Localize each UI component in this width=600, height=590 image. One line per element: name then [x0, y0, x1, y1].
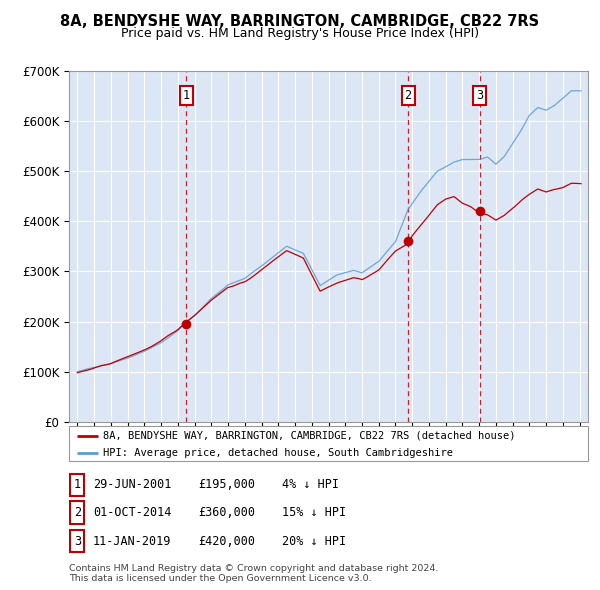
Text: 8A, BENDYSHE WAY, BARRINGTON, CAMBRIDGE, CB22 7RS (detached house): 8A, BENDYSHE WAY, BARRINGTON, CAMBRIDGE,…	[103, 431, 515, 441]
FancyBboxPatch shape	[70, 530, 85, 552]
Text: 11-JAN-2019: 11-JAN-2019	[93, 535, 172, 548]
Text: 1: 1	[74, 478, 81, 491]
Text: 3: 3	[74, 535, 81, 548]
Text: 29-JUN-2001: 29-JUN-2001	[93, 478, 172, 491]
Text: 20% ↓ HPI: 20% ↓ HPI	[282, 535, 346, 548]
Text: 2: 2	[74, 506, 81, 519]
Text: 2: 2	[404, 89, 412, 103]
Text: 8A, BENDYSHE WAY, BARRINGTON, CAMBRIDGE, CB22 7RS: 8A, BENDYSHE WAY, BARRINGTON, CAMBRIDGE,…	[61, 14, 539, 28]
Text: Price paid vs. HM Land Registry's House Price Index (HPI): Price paid vs. HM Land Registry's House …	[121, 27, 479, 40]
Text: 4% ↓ HPI: 4% ↓ HPI	[282, 478, 339, 491]
Text: £360,000: £360,000	[198, 506, 255, 519]
FancyBboxPatch shape	[70, 502, 85, 524]
Text: 01-OCT-2014: 01-OCT-2014	[93, 506, 172, 519]
FancyBboxPatch shape	[69, 426, 588, 461]
Text: 3: 3	[476, 89, 483, 103]
Text: HPI: Average price, detached house, South Cambridgeshire: HPI: Average price, detached house, Sout…	[103, 448, 453, 457]
FancyBboxPatch shape	[70, 474, 85, 496]
Text: £195,000: £195,000	[198, 478, 255, 491]
Text: 1: 1	[182, 89, 190, 103]
Text: 15% ↓ HPI: 15% ↓ HPI	[282, 506, 346, 519]
Text: £420,000: £420,000	[198, 535, 255, 548]
Text: Contains HM Land Registry data © Crown copyright and database right 2024.
This d: Contains HM Land Registry data © Crown c…	[69, 563, 439, 583]
